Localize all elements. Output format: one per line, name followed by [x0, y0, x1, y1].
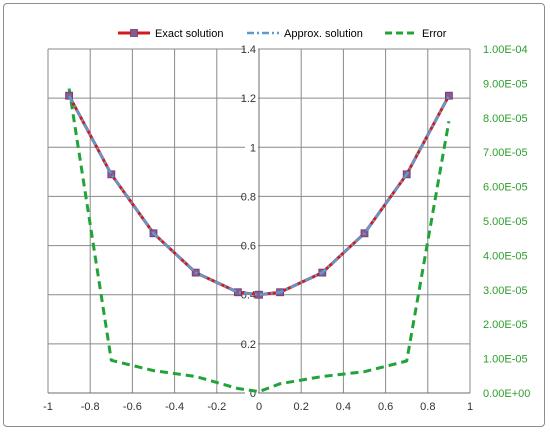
x-tick-label: -0.8 [81, 401, 100, 413]
data-point [233, 288, 242, 297]
series-error [67, 88, 451, 394]
legend-item: Error [385, 28, 447, 40]
legend-item: Exact solution [118, 28, 223, 40]
x-tick-label: 0.6 [378, 401, 393, 413]
y-tick-label: 0.8 [241, 191, 256, 203]
legend-label: Approx. solution [284, 28, 363, 40]
y-tick-label-bg [245, 91, 258, 105]
y-tick-label-bg [245, 386, 258, 399]
y2-tick-label: 1.00E-04 [483, 44, 528, 56]
y2-tick-label: 9.00E-05 [483, 78, 528, 90]
x-tick-label: 0.8 [420, 401, 435, 413]
chart-frame [3, 3, 545, 427]
data-point [444, 91, 453, 100]
legend-label: Exact solution [155, 28, 223, 40]
y-tick-label-bg [245, 238, 258, 252]
legend-marker [130, 29, 138, 37]
x-tick-label: 1 [467, 401, 473, 413]
x-tick-label: -0.4 [165, 401, 184, 413]
y-tick-label-bg [245, 189, 258, 203]
y-tick-label: 1.2 [241, 93, 256, 105]
y2-tick-label: 5.00E-05 [483, 216, 528, 228]
series-approx-solution [67, 95, 451, 296]
y-tick-label-bg [245, 140, 258, 154]
y2-tick-label: 6.00E-05 [483, 182, 528, 194]
data-point [107, 170, 116, 179]
x-tick-label: -0.2 [207, 401, 226, 413]
legend-label: Error [422, 28, 447, 40]
y-tick-label-bg [245, 336, 258, 350]
y-tick-label: 1.4 [241, 44, 256, 56]
series-line [67, 88, 451, 394]
y2-tick-label: 8.00E-05 [483, 113, 528, 125]
x-tick-label: 0.4 [336, 401, 351, 413]
y-tick-labels: 00.20.40.60.811.21.4 [241, 42, 258, 400]
y-tick-label: 0 [250, 388, 256, 400]
series-line [67, 95, 451, 296]
y-tick-label: 0.6 [241, 241, 256, 253]
y2-tick-label: 2.00E-05 [483, 319, 528, 331]
legend: Exact solution Approx. solution Error [118, 28, 447, 40]
y2-tick-label: 4.00E-05 [483, 250, 528, 262]
axes [48, 49, 470, 394]
y-tick-label: 1 [250, 142, 256, 154]
y2-tick-label: 3.00E-05 [483, 285, 528, 297]
y2-tick-label: 0.00E+00 [483, 388, 530, 400]
legend-item: Approx. solution [247, 28, 363, 40]
series-layer [65, 88, 453, 394]
y2-tick-label: 1.00E-05 [483, 354, 528, 366]
y-tick-label-bg [245, 42, 258, 55]
x-tick-label: -1 [43, 401, 53, 413]
y2-tick-label: 7.00E-05 [483, 147, 528, 159]
x-tick-label: 0.2 [294, 401, 309, 413]
y2-tick-labels: 0.00E+00 1.00E-05 2.00E-05 3.00E-05 4.00E-05… [483, 44, 530, 400]
y-tick-label: 0.2 [241, 339, 256, 351]
x-tick-label: -0.6 [123, 401, 142, 413]
x-tick-labels: -1 -0.8 -0.6 -0.4 -0.2 0 0.2 0.4 0.6 0.8 1 [43, 401, 473, 413]
x-tick-label: 0 [256, 401, 262, 413]
